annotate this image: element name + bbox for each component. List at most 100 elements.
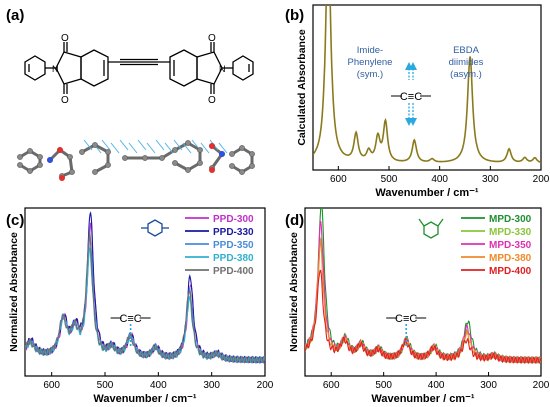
model-atom [185,167,191,173]
model-atom [17,154,23,160]
annotation-ebda: (asym.) [450,69,482,80]
vibration-vector [110,142,120,154]
nitrogen-atom [47,157,53,163]
oxygen-atom [59,175,65,181]
right-imide-ring [196,51,223,85]
svg-text:N: N [52,64,59,74]
x-tick-label: 500 [381,174,398,185]
legend-label: MPD-300 [489,214,532,225]
vibration-vector [173,139,183,151]
formula-atoms: O O N O O N [52,33,226,106]
meta-phenylene-icon [418,218,425,227]
panel-a-label: (a) [6,7,24,24]
vibration-vector [119,139,129,151]
para-phenylene-icon [147,219,163,237]
legend-label: PPD-300 [213,214,254,225]
vibration-vector [182,142,192,154]
model-atom [92,169,98,175]
x-tick-label: 300 [480,380,497,391]
model-atom [159,155,165,161]
x-tick-label: 300 [482,174,499,185]
panel-c-label: (c) [6,212,24,229]
series-line-mpd-400 [305,269,541,365]
annotation-ebda: diimides [449,57,484,68]
x-tick-label: 400 [150,380,167,391]
oxygen-atom [209,167,215,173]
x-tick-label: 200 [257,380,274,391]
series-line-ppd-380 [25,247,265,364]
plot-frame [24,207,266,377]
model-atom [69,169,75,175]
legend-label: MPD-350 [489,240,532,251]
series-line-ppd-400 [25,232,265,364]
y-axis-label: Normalized Absorbance [8,232,20,352]
chart-b: 600 500 400 300 200 Wavenumber / cm⁻¹ Calculat… [296,4,550,199]
vibration-vector [164,142,174,154]
cc-annotation: C≡C [119,313,141,325]
vibration-vector [155,139,165,151]
panel-b-label: (b) [285,7,304,24]
oxygen-atom [57,147,63,153]
model-atom [197,147,203,153]
model-atom [239,169,245,175]
model-atom [172,160,178,166]
model-atom [92,142,98,148]
plot-frame [304,207,542,377]
annotation-imide: Phenylene [348,57,393,68]
legend-label: PPD-400 [213,266,254,277]
model-atom [142,155,148,161]
structural-formula [24,42,254,94]
nitrogen-atom [219,151,225,157]
svg-text:O: O [208,95,216,106]
x-tick-label: 600 [323,380,340,391]
left-phenyl-ring [24,55,46,81]
model-atom [239,145,245,151]
x-tick-label: 300 [203,380,220,391]
svg-text:O: O [208,33,216,44]
panel-d: (d) 600 500 400 300 200 Wavenumber / cm⁻¹ Norm… [285,207,550,405]
model-atom [122,155,128,161]
series-line-calculated [313,5,541,164]
vibration-vector [101,139,111,151]
model-atom [27,148,33,154]
vibration-vector [146,142,156,154]
vibration-vector [128,142,138,154]
annotation-imide: (sym.) [357,69,383,80]
svg-text:N: N [219,64,226,74]
legend-label: PPD-380 [213,253,254,264]
model-atom [27,168,33,174]
x-axis-label: Wavenumber / cm⁻¹ [93,393,197,405]
panel-a: (a) [6,7,255,181]
molecule-3d-model [17,139,255,181]
vibration-vector [137,139,147,151]
x-tick-label: 600 [330,174,347,185]
svg-text:O: O [61,95,69,106]
model-atom [249,151,255,157]
left-benzo-ring [80,49,109,87]
meta-phenylene-icon [423,221,439,239]
x-tick-label: 400 [431,174,448,185]
cc-annotation: C≡C [400,91,422,103]
meta-phenylene-icon [437,218,444,227]
panel-b: (b) 600 500 400 300 200 Wavenumber / cm⁻¹ Calc… [285,4,550,199]
right-phenyl-ring [232,55,254,81]
legend-label: MPD-400 [489,266,532,277]
vibration-vector [83,139,93,151]
annotation-ebda: EBDA [453,45,480,56]
plot-frame [312,4,542,171]
vibration-vector [218,142,228,154]
legend-label: PPD-330 [213,227,254,238]
model-atom [172,147,178,153]
x-tick-label: 200 [533,174,550,185]
model-atom [105,149,111,155]
model-atom [37,162,43,168]
model-atom [185,140,191,146]
x-tick-label: 500 [97,380,114,391]
oxygen-atom [209,143,215,149]
x-tick-label: 500 [375,380,392,391]
annotation-imide: Imide- [357,45,383,56]
chart-c: 600 500 400 300 200 Wavenumber / cm⁻¹ Normaliz… [8,207,274,405]
x-axis-label: Wavenumber / cm⁻¹ [371,393,475,405]
left-imide-ring [55,51,82,85]
